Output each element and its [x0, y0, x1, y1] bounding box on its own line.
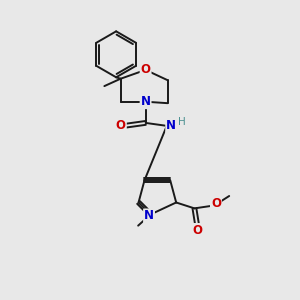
Text: O: O: [211, 197, 221, 211]
Text: O: O: [141, 63, 151, 76]
Text: O: O: [116, 119, 126, 132]
Text: N: N: [144, 209, 154, 222]
Text: H: H: [178, 117, 186, 127]
Text: N: N: [141, 95, 151, 108]
Text: N: N: [166, 119, 176, 132]
Text: O: O: [192, 224, 203, 237]
